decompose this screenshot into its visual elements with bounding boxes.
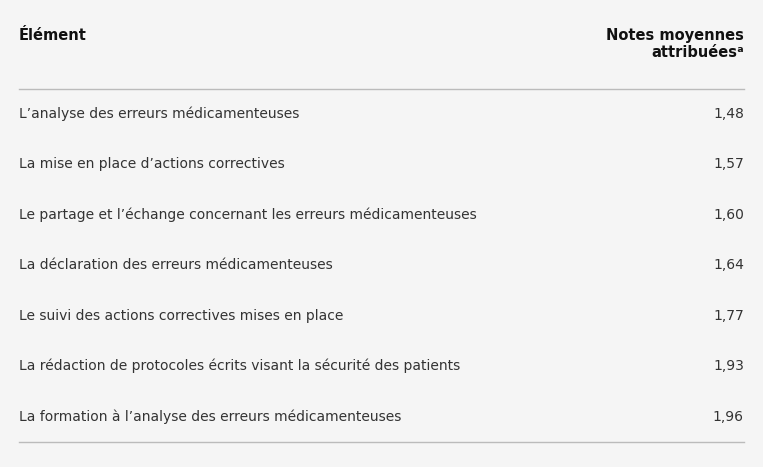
Text: La rédaction de protocoles écrits visant la sécurité des patients: La rédaction de protocoles écrits visant…: [19, 359, 460, 374]
Text: 1,57: 1,57: [713, 157, 744, 171]
Text: 1,96: 1,96: [713, 410, 744, 424]
Text: 1,77: 1,77: [713, 309, 744, 323]
Text: 1,93: 1,93: [713, 359, 744, 373]
Text: La formation à l’analyse des erreurs médicamenteuses: La formation à l’analyse des erreurs méd…: [19, 409, 401, 424]
Text: Élément: Élément: [19, 28, 87, 43]
Text: Notes moyennes
attribuéesᵃ: Notes moyennes attribuéesᵃ: [606, 28, 744, 60]
Text: La mise en place d’actions correctives: La mise en place d’actions correctives: [19, 157, 285, 171]
Text: Le suivi des actions correctives mises en place: Le suivi des actions correctives mises e…: [19, 309, 343, 323]
Text: 1,48: 1,48: [713, 107, 744, 121]
Text: 1,64: 1,64: [713, 258, 744, 272]
Text: 1,60: 1,60: [713, 208, 744, 222]
Text: La déclaration des erreurs médicamenteuses: La déclaration des erreurs médicamenteus…: [19, 258, 333, 272]
Text: Le partage et l’échange concernant les erreurs médicamenteuses: Le partage et l’échange concernant les e…: [19, 207, 477, 222]
Text: L’analyse des erreurs médicamenteuses: L’analyse des erreurs médicamenteuses: [19, 106, 299, 121]
